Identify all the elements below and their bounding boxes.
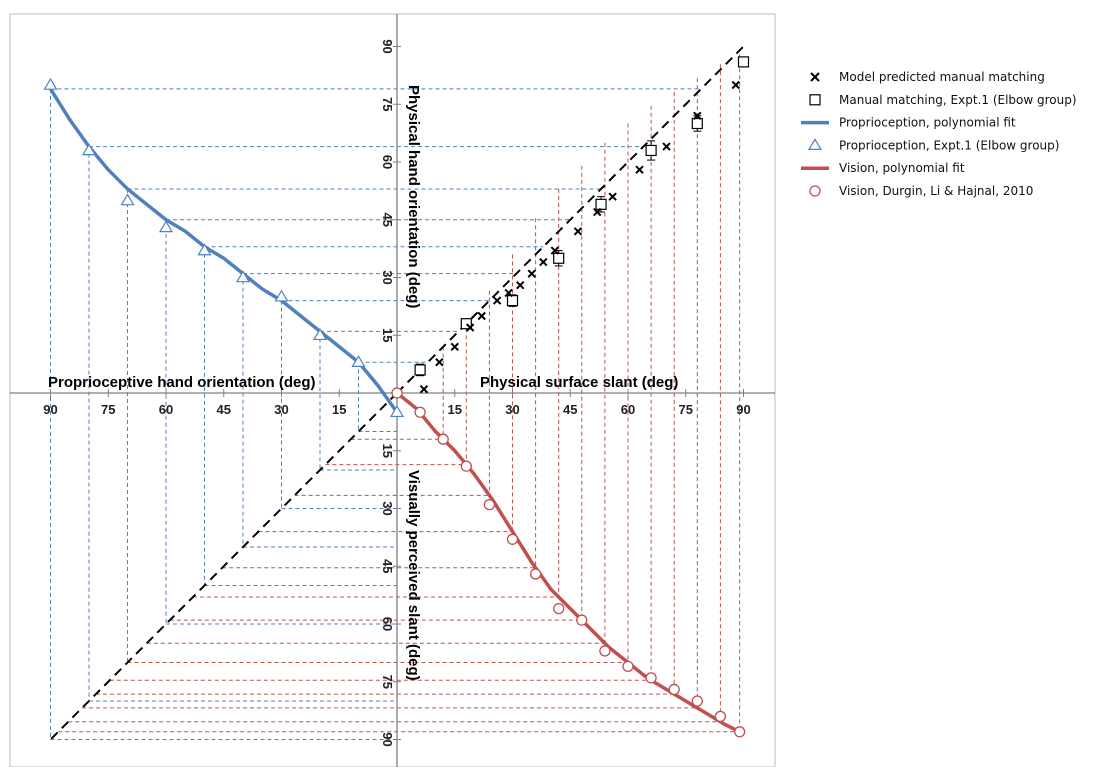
- plot-frame: [9, 13, 776, 767]
- vision-circle-marker: [391, 387, 403, 399]
- manual-matching-square-marker: [553, 252, 565, 264]
- proprioception-triangle-marker: [389, 405, 405, 418]
- legend-triangle-icon: [807, 138, 823, 150]
- proprioception-triangle-marker: [197, 243, 212, 256]
- vision-circle-marker: [668, 683, 680, 696]
- model-x-marker: [662, 142, 671, 151]
- identity-line-upper: [396, 45, 745, 394]
- tick-label-right: 75: [679, 402, 693, 417]
- tick-label-up: 90: [380, 39, 395, 53]
- tick-label-down: 45: [380, 559, 395, 573]
- tick-label-right: 60: [621, 402, 635, 417]
- manual-matching-square-marker: [645, 144, 657, 157]
- legend-label: Proprioception, Expt.1 (Elbow group): [839, 138, 1059, 152]
- vision-circle-marker: [483, 498, 496, 511]
- tick-label-up: 15: [380, 328, 395, 342]
- proprioception-triangle-marker: [312, 328, 328, 341]
- vision-circle-marker: [691, 695, 703, 707]
- model-x-marker: [635, 165, 644, 174]
- model-x-marker: [435, 357, 444, 367]
- legend-square-icon: [809, 94, 821, 106]
- model-x-marker: [504, 288, 513, 298]
- axis-title-left: Proprioceptive hand orientation (deg): [48, 374, 316, 391]
- tick-label-left: 60: [159, 402, 173, 417]
- model-x-marker: [465, 323, 475, 332]
- proprioception-triangle-marker: [351, 355, 366, 367]
- tick-label-left: 15: [332, 402, 346, 417]
- tick-label-down: 30: [380, 501, 395, 515]
- axis-title-up: Physical hand orientation (deg): [405, 85, 422, 308]
- manual-matching-square-marker: [737, 56, 750, 68]
- model-x-marker: [527, 269, 536, 278]
- vision-fit-line: [395, 391, 741, 734]
- tick-label-left: 90: [43, 402, 57, 417]
- vision-circle-marker: [599, 645, 611, 657]
- model-x-marker: [608, 192, 617, 201]
- tick-label-down: 15: [380, 444, 395, 458]
- manual-matching-square-marker: [460, 318, 472, 330]
- proprioception-triangle-marker: [158, 220, 174, 233]
- vision-circle-marker: [553, 602, 565, 615]
- tick-label-left: 75: [101, 402, 115, 417]
- model-x-marker: [693, 111, 702, 121]
- legend-label: Proprioception, polynomial fit: [839, 116, 1016, 130]
- legend: Model predicted manual matching Manual ma…: [801, 70, 1077, 198]
- axis-title-down: Visually perceived slant (deg): [405, 470, 422, 681]
- model-x-marker: [492, 296, 502, 305]
- vision-circle-marker: [576, 614, 588, 626]
- proprioception-triangle-marker: [81, 143, 97, 156]
- model-x-marker: [419, 384, 429, 394]
- proprioception-triangle-marker: [274, 289, 289, 302]
- legend-circle-icon: [809, 185, 821, 197]
- tick-label-up: 30: [380, 270, 395, 284]
- proprioception-triangle-marker: [43, 77, 58, 90]
- tick-label-left: 30: [274, 402, 288, 417]
- tick-label-right: 90: [736, 402, 750, 417]
- tick-label-up: 60: [380, 155, 395, 169]
- proprioception-triangle-marker: [235, 270, 251, 283]
- model-x-marker: [539, 257, 548, 267]
- legend-label: Manual matching, Expt.1 (Elbow group): [839, 93, 1077, 107]
- proprioception-fit-line: [49, 87, 399, 414]
- vision-circle-marker: [460, 460, 472, 472]
- model-x-marker: [573, 227, 583, 236]
- manual-matching-square-marker: [595, 198, 607, 210]
- model-x-marker: [515, 280, 525, 290]
- vision-circle-marker: [414, 406, 426, 418]
- model-x-marker: [477, 311, 486, 321]
- vision-circle-marker: [506, 533, 519, 545]
- model-x-marker: [592, 207, 602, 217]
- manual-matching-square-marker: [414, 364, 426, 376]
- tick-label-right: 45: [563, 402, 577, 417]
- vision-circle-marker: [437, 433, 449, 445]
- identity-line-lower: [49, 392, 398, 741]
- axis-title-right: Physical surface slant (deg): [480, 374, 678, 391]
- proprioception-triangle-marker: [120, 193, 135, 206]
- tick-label-right: 30: [505, 402, 519, 417]
- tick-label-down: 60: [380, 617, 395, 631]
- model-x-marker: [450, 342, 459, 352]
- manual-matching-square-marker: [506, 295, 519, 307]
- model-x-marker: [550, 246, 560, 255]
- tick-label-down: 75: [380, 675, 395, 689]
- tick-label-right: 15: [448, 402, 462, 417]
- vision-circle-marker: [529, 568, 542, 580]
- legend-label: Model predicted manual matching: [839, 70, 1045, 84]
- tick-label-up: 75: [380, 97, 395, 111]
- vision-circle-marker: [645, 672, 657, 684]
- model-x-marker: [731, 80, 741, 90]
- legend-label: Vision, polynomial fit: [839, 161, 965, 175]
- tick-label-up: 45: [380, 213, 395, 227]
- vision-circle-marker: [622, 660, 634, 672]
- tick-label-down: 90: [380, 732, 395, 746]
- legend-label: Vision, Durgin, Li & Hajnal, 2010: [839, 184, 1033, 198]
- vision-circle-marker: [714, 710, 727, 723]
- manual-matching-square-marker: [691, 117, 703, 130]
- tick-label-left: 45: [217, 402, 231, 417]
- vision-circle-marker: [734, 726, 746, 738]
